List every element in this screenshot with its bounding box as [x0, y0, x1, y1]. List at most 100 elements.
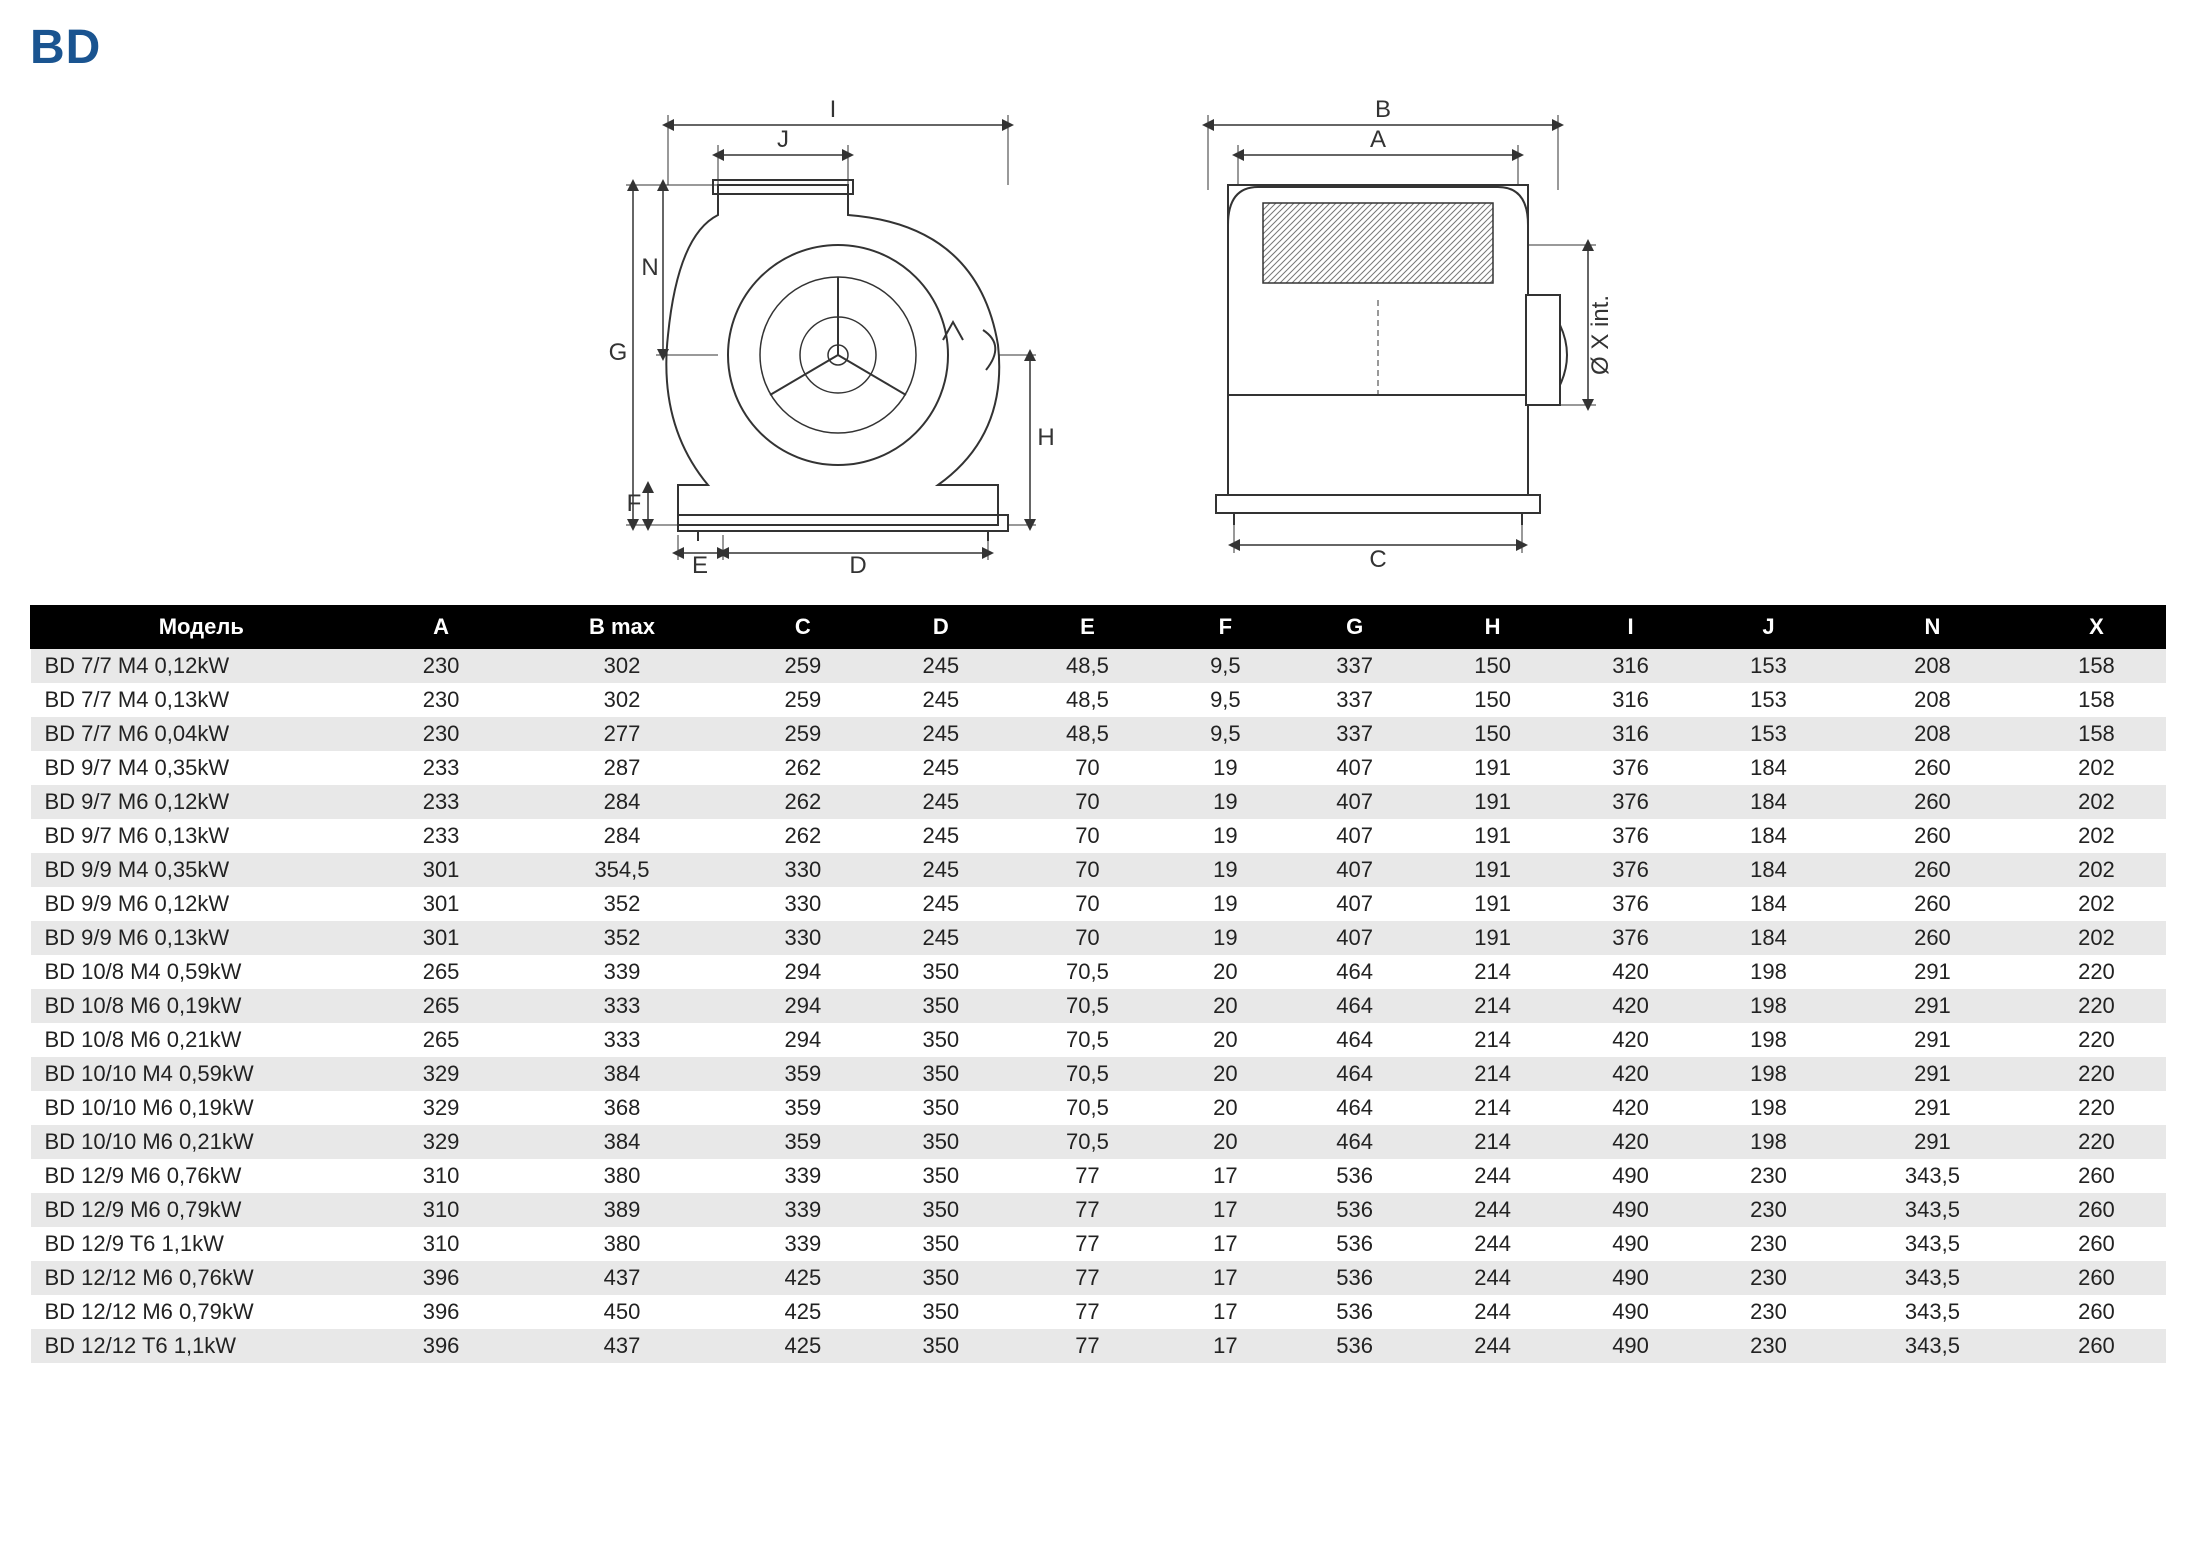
value-cell: 17 [1165, 1295, 1286, 1329]
value-cell: 265 [372, 989, 510, 1023]
model-cell: BD 7/7 M4 0,13kW [31, 683, 373, 717]
value-cell: 333 [510, 1023, 734, 1057]
value-cell: 245 [872, 853, 1010, 887]
value-cell: 214 [1424, 1023, 1562, 1057]
value-cell: 407 [1286, 751, 1424, 785]
value-cell: 198 [1700, 989, 1838, 1023]
model-cell: BD 9/9 M6 0,13kW [31, 921, 373, 955]
value-cell: 260 [2027, 1193, 2165, 1227]
dim-label-C: C [1369, 546, 1386, 573]
table-row: BD 10/10 M6 0,21kW32938435935070,5204642… [31, 1125, 2166, 1159]
value-cell: 339 [734, 1193, 872, 1227]
value-cell: 316 [1562, 683, 1700, 717]
value-cell: 20 [1165, 1091, 1286, 1125]
value-cell: 396 [372, 1329, 510, 1363]
dim-label-D: D [849, 552, 866, 575]
value-cell: 17 [1165, 1329, 1286, 1363]
value-cell: 260 [2027, 1329, 2165, 1363]
value-cell: 343,5 [1837, 1193, 2027, 1227]
value-cell: 339 [510, 955, 734, 989]
value-cell: 9,5 [1165, 683, 1286, 717]
value-cell: 425 [734, 1295, 872, 1329]
value-cell: 310 [372, 1193, 510, 1227]
value-cell: 343,5 [1837, 1227, 2027, 1261]
value-cell: 350 [872, 989, 1010, 1023]
value-cell: 77 [1010, 1193, 1165, 1227]
value-cell: 153 [1700, 649, 1838, 684]
value-cell: 244 [1424, 1159, 1562, 1193]
value-cell: 230 [372, 717, 510, 751]
value-cell: 301 [372, 921, 510, 955]
value-cell: 17 [1165, 1261, 1286, 1295]
model-cell: BD 12/12 M6 0,79kW [31, 1295, 373, 1329]
value-cell: 230 [1700, 1295, 1838, 1329]
model-cell: BD 9/7 M6 0,12kW [31, 785, 373, 819]
value-cell: 291 [1837, 1023, 2027, 1057]
value-cell: 437 [510, 1329, 734, 1363]
value-cell: 291 [1837, 1091, 2027, 1125]
blower-side-view-svg: I J [538, 95, 1078, 575]
value-cell: 220 [2027, 1023, 2165, 1057]
value-cell: 184 [1700, 921, 1838, 955]
value-cell: 202 [2027, 921, 2165, 955]
value-cell: 260 [2027, 1159, 2165, 1193]
value-cell: 536 [1286, 1329, 1424, 1363]
value-cell: 450 [510, 1295, 734, 1329]
value-cell: 352 [510, 921, 734, 955]
value-cell: 70 [1010, 785, 1165, 819]
col-header: N [1837, 606, 2027, 649]
value-cell: 230 [1700, 1261, 1838, 1295]
value-cell: 198 [1700, 1023, 1838, 1057]
value-cell: 214 [1424, 1091, 1562, 1125]
table-row: BD 12/9 M6 0,76kW31038033935077175362444… [31, 1159, 2166, 1193]
value-cell: 376 [1562, 751, 1700, 785]
value-cell: 350 [872, 1023, 1010, 1057]
value-cell: 70,5 [1010, 955, 1165, 989]
value-cell: 220 [2027, 955, 2165, 989]
value-cell: 337 [1286, 683, 1424, 717]
value-cell: 302 [510, 683, 734, 717]
table-row: BD 9/9 M6 0,13kW301352330245701940719137… [31, 921, 2166, 955]
value-cell: 198 [1700, 1125, 1838, 1159]
value-cell: 368 [510, 1091, 734, 1125]
value-cell: 202 [2027, 853, 2165, 887]
value-cell: 330 [734, 853, 872, 887]
value-cell: 407 [1286, 785, 1424, 819]
value-cell: 420 [1562, 1057, 1700, 1091]
value-cell: 343,5 [1837, 1295, 2027, 1329]
value-cell: 310 [372, 1159, 510, 1193]
value-cell: 244 [1424, 1329, 1562, 1363]
value-cell: 490 [1562, 1261, 1700, 1295]
value-cell: 19 [1165, 887, 1286, 921]
value-cell: 214 [1424, 1125, 1562, 1159]
value-cell: 291 [1837, 1057, 2027, 1091]
value-cell: 198 [1700, 1057, 1838, 1091]
value-cell: 464 [1286, 955, 1424, 989]
value-cell: 230 [372, 649, 510, 684]
value-cell: 420 [1562, 955, 1700, 989]
value-cell: 464 [1286, 1125, 1424, 1159]
value-cell: 407 [1286, 887, 1424, 921]
value-cell: 265 [372, 955, 510, 989]
value-cell: 350 [872, 1329, 1010, 1363]
dim-label-B: B [1375, 96, 1391, 123]
value-cell: 350 [872, 1193, 1010, 1227]
model-cell: BD 7/7 M4 0,12kW [31, 649, 373, 684]
value-cell: 490 [1562, 1295, 1700, 1329]
value-cell: 48,5 [1010, 649, 1165, 684]
model-cell: BD 12/9 M6 0,76kW [31, 1159, 373, 1193]
value-cell: 384 [510, 1057, 734, 1091]
value-cell: 153 [1700, 717, 1838, 751]
value-cell: 70,5 [1010, 1091, 1165, 1125]
value-cell: 208 [1837, 717, 2027, 751]
value-cell: 20 [1165, 1125, 1286, 1159]
value-cell: 407 [1286, 819, 1424, 853]
value-cell: 202 [2027, 819, 2165, 853]
value-cell: 198 [1700, 1091, 1838, 1125]
value-cell: 9,5 [1165, 649, 1286, 684]
value-cell: 329 [372, 1057, 510, 1091]
value-cell: 20 [1165, 989, 1286, 1023]
value-cell: 420 [1562, 1091, 1700, 1125]
value-cell: 70,5 [1010, 989, 1165, 1023]
value-cell: 350 [872, 1227, 1010, 1261]
